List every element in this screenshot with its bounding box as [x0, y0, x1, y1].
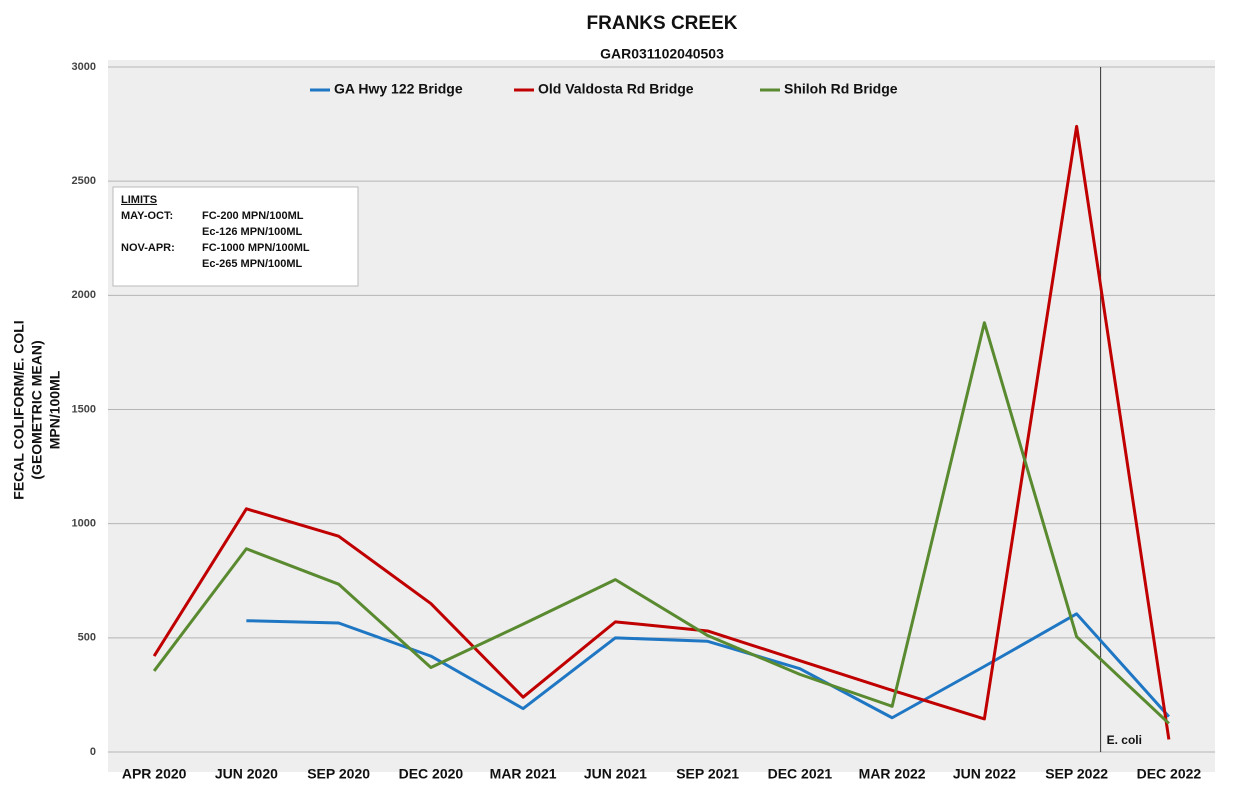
series-line	[152, 124, 1171, 740]
x-tick-label: DEC 2021	[768, 766, 833, 782]
y-tick-label: 3000	[72, 61, 96, 73]
limits-title: LIMITS	[121, 194, 157, 206]
limits-period: NOV-APR:	[121, 242, 175, 254]
series-line	[246, 612, 1170, 720]
y-label-line: (GEOMETRIC MEAN)	[29, 340, 45, 479]
y-tick-label: 2000	[72, 289, 96, 301]
x-tick-label: JUN 2022	[953, 766, 1016, 782]
x-tick-label: DEC 2022	[1137, 766, 1202, 782]
y-tick-label: 1500	[72, 403, 96, 415]
chart-subtitle: GAR031102040503	[600, 46, 724, 62]
chart-title: FRANKS CREEK	[587, 13, 738, 34]
x-tick-label: SEP 2022	[1045, 766, 1108, 782]
y-axis-label: FECAL COLIFORM/E. COLI (GEOMETRIC MEAN) …	[11, 320, 63, 499]
legend-label: GA Hwy 122 Bridge	[334, 81, 463, 97]
limits-item: Ec-265 MPN/100ML	[202, 258, 303, 270]
limits-item: FC-200 MPN/100ML	[202, 210, 304, 222]
series-line	[152, 321, 1170, 725]
plot-area	[108, 60, 1215, 772]
x-tick-label: SEP 2020	[307, 766, 370, 782]
x-tick-label: SEP 2021	[676, 766, 739, 782]
x-tick-label: JUN 2021	[584, 766, 647, 782]
limits-frame	[112, 186, 359, 287]
legend-label: Old Valdosta Rd Bridge	[538, 81, 694, 97]
y-tick-label: 500	[78, 632, 96, 644]
x-tick-label: APR 2020	[122, 766, 187, 782]
x-tick-label: JUN 2020	[215, 766, 278, 782]
limits-item: Ec-126 MPN/100ML	[202, 226, 303, 238]
x-tick-label: DEC 2020	[399, 766, 464, 782]
x-tick-label: MAR 2022	[859, 766, 926, 782]
limits-item: FC-1000 MPN/100ML	[202, 242, 310, 254]
x-tick-label: MAR 2021	[490, 766, 557, 782]
legend-label: Shiloh Rd Bridge	[784, 81, 898, 97]
y-tick-label: 0	[90, 746, 96, 758]
limits-box: LIMITS MAY-OCT: FC-200 MPN/100ML Ec-126 MPN…	[112, 186, 359, 287]
y-label-line: FECAL COLIFORM/E. COLI	[11, 320, 27, 499]
limits-period: MAY-OCT:	[121, 210, 173, 222]
y-tick-label: 2500	[72, 175, 96, 187]
annotation-label: E. coli	[1107, 733, 1142, 747]
y-label-line: MPN/100ML	[47, 370, 63, 449]
y-tick-label: 1000	[72, 518, 96, 530]
